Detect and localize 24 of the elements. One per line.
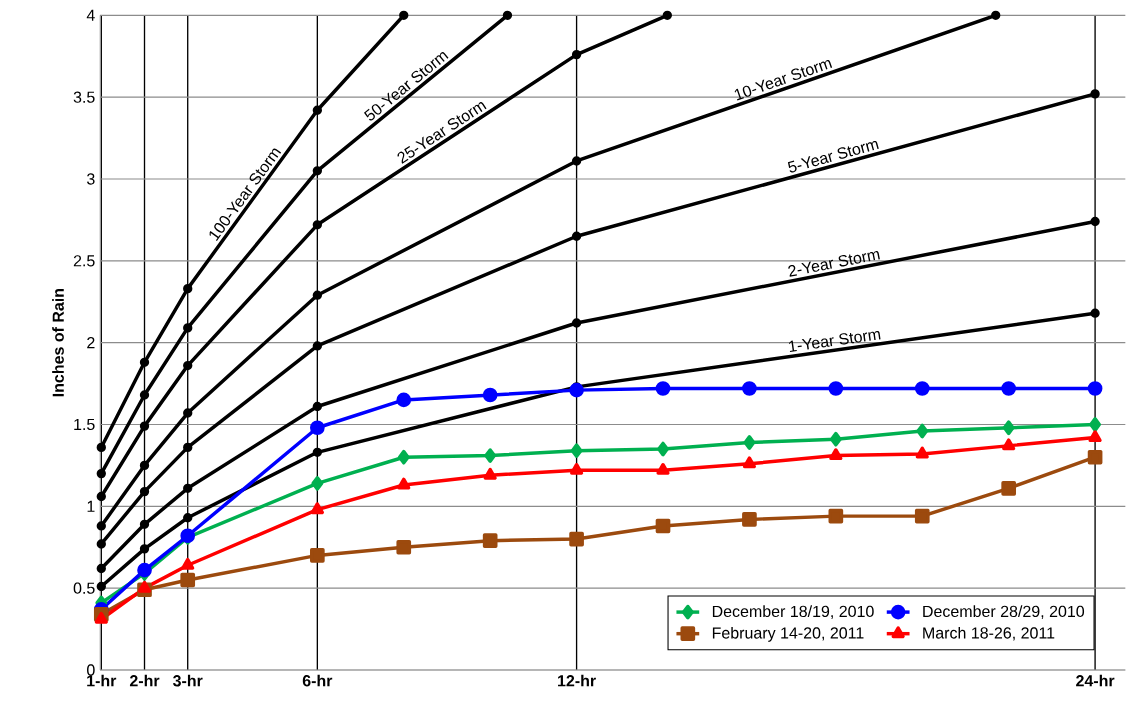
legend-label: December 18/19, 2010: [712, 605, 874, 619]
x-tick-label: 6-hr: [302, 674, 333, 687]
text: 1-Year Storm: [789, 330, 881, 353]
y-tick-label: 4: [86, 9, 95, 21]
x-tick-label: 1-hr: [87, 674, 117, 687]
text: 10-Year Storm: [734, 59, 833, 101]
y-tick-label: 3.5: [73, 91, 95, 103]
legend-label: February 14-20, 2011: [712, 626, 864, 642]
legend-label: December 28/29, 2010: [923, 605, 1085, 619]
text: 2-Year Storm: [788, 251, 880, 277]
y-tick-label: 2.5: [73, 255, 95, 267]
x-tick-label: 12-hr: [558, 674, 596, 687]
y-tick-label: 1.5: [74, 418, 95, 431]
x-tick-label: 3-hr: [172, 674, 203, 687]
y-tick-label: 3: [87, 173, 95, 185]
y-tick-label: 0: [87, 664, 95, 676]
x-tick-label: 2-hr: [129, 674, 160, 687]
x-tick-label: 24-hr: [1076, 674, 1115, 687]
y-tick-label: 0.5: [73, 582, 95, 594]
text: 5-Year Storm: [787, 140, 879, 173]
y-axis-title: Inches of Rain: [52, 288, 64, 397]
y-tick-label: 2: [87, 337, 95, 349]
y-tick-label: 1: [87, 500, 95, 512]
legend-label: March 18-26, 2011: [923, 626, 1055, 641]
